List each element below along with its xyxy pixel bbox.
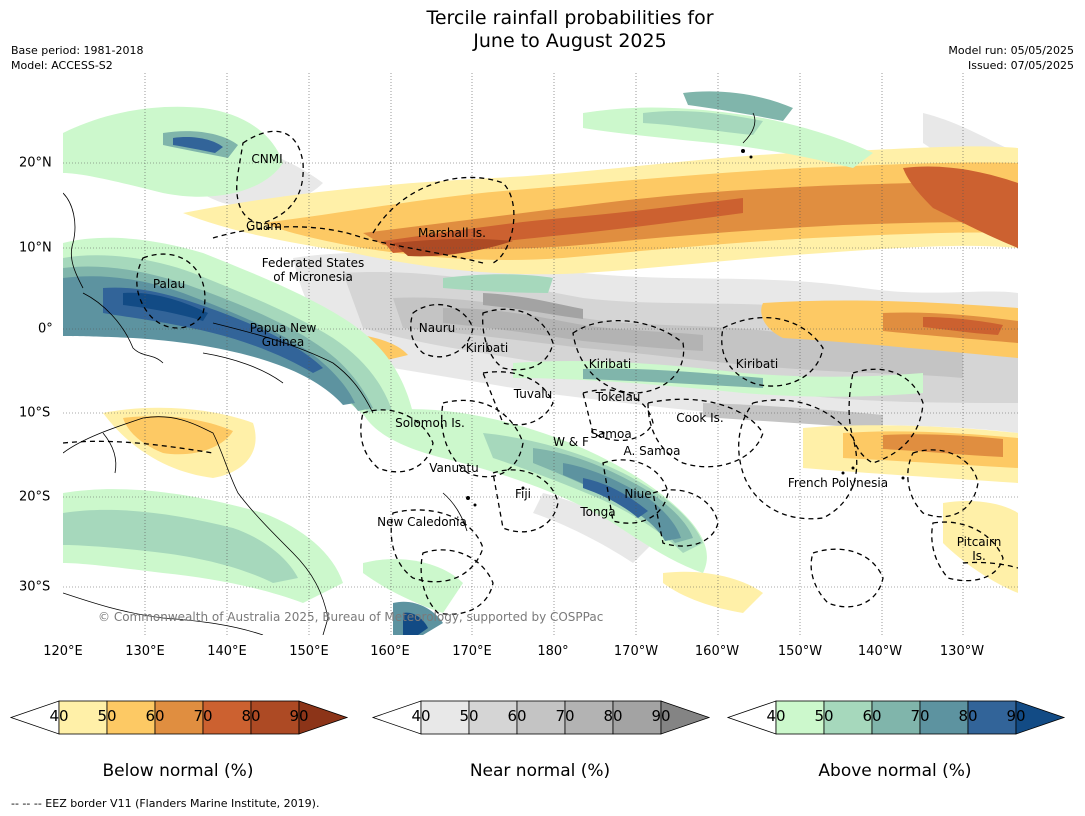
colorbars [9, 700, 1066, 735]
x-tick-150e: 150°E [289, 644, 329, 659]
issued-date: Issued: 07/05/2025 [967, 59, 1074, 72]
place-label-fiji: Fiji [514, 487, 532, 501]
y-tick-20s: 20°S [19, 489, 51, 505]
title-line-1: Tercile rainfall probabilities for [426, 7, 714, 29]
place-label-tuvalu: Tuvalu [513, 387, 553, 401]
colorbar-below-segment [106, 700, 156, 735]
cb-above-tick-90: 90 [1006, 707, 1026, 725]
x-tick-160w: 160°W [694, 644, 740, 659]
x-tick-170e: 170°E [452, 644, 492, 659]
x-tick-180: 180° [537, 644, 569, 659]
colorbar-below-over [298, 700, 349, 735]
x-tick-150w: 150°W [777, 644, 823, 659]
colorbar-near-segment [516, 700, 566, 735]
island-markers [466, 149, 905, 507]
colorbar-below-normal [9, 700, 349, 735]
place-label-fsm: Federated States of Micronesia [261, 256, 365, 284]
cb-below-tick-70: 70 [193, 707, 213, 725]
colorbar-below-segment [250, 700, 300, 735]
cb-below-tick-60: 60 [145, 707, 165, 725]
colorbar-below-segment [154, 700, 204, 735]
place-label-cnmi: CNMI [251, 152, 283, 166]
x-tick-130e: 130°E [125, 644, 165, 659]
place-label-tonga: Tonga [580, 505, 616, 519]
y-tick-0: 0° [38, 321, 53, 337]
y-tick-10s: 10°S [19, 405, 51, 421]
cb-above-tick-70: 70 [910, 707, 930, 725]
y-tick-20n: 20°N [19, 155, 52, 171]
coastlines [63, 112, 756, 635]
model-run: Model run: 05/05/2025 [948, 44, 1074, 57]
model-name: Model: ACCESS-S2 [11, 59, 113, 72]
copyright-notice: © Commonwealth of Australia 2025, Bureau… [98, 610, 604, 624]
colorbar-above-segment [775, 700, 825, 735]
place-label-marshall-is: Marshall Is. [418, 226, 486, 240]
colorbar-near-segment [468, 700, 518, 735]
place-label-kiribati-central: Kiribati [588, 357, 632, 371]
place-label-palau: Palau [152, 277, 186, 291]
colorbar-above-segment [919, 700, 969, 735]
colorbar-above-segment [823, 700, 873, 735]
place-label-vanuatu: Vanuatu [429, 461, 479, 475]
colorbar-near-label: Near normal (%) [469, 761, 611, 781]
x-tick-140w: 140°W [857, 644, 903, 659]
colorbar-near-normal [371, 700, 711, 735]
cb-below-tick-80: 80 [241, 707, 261, 725]
x-tick-160e: 160°E [370, 644, 410, 659]
colorbar-near-segment [420, 700, 470, 735]
cb-below-tick-40: 40 [49, 707, 69, 725]
place-label-niue: Niue [624, 487, 652, 501]
cb-near-tick-50: 50 [459, 707, 479, 725]
colorbar-below-segment [202, 700, 252, 735]
base-period: Base period: 1981-2018 [11, 44, 144, 57]
cb-near-tick-90: 90 [651, 707, 671, 725]
cb-below-tick-90: 90 [289, 707, 309, 725]
colorbar-above-normal [726, 700, 1066, 735]
forecast-map: CNMI Guam Marshall Is. Federated States o… [63, 73, 1018, 635]
place-label-a-samoa: A. Samoa [623, 444, 681, 458]
place-label-new-caledonia: New Caledonia [377, 515, 467, 529]
colorbar-below-label: Below normal (%) [102, 761, 254, 781]
cb-near-tick-80: 80 [603, 707, 623, 725]
y-tick-10n: 10°N [19, 240, 52, 256]
place-label-pitcairn-is: Pitcairn Is. [956, 535, 1002, 563]
cb-above-tick-40: 40 [766, 707, 786, 725]
place-label-cook-is: Cook Is. [676, 411, 724, 425]
place-label-kiribati-west: Kiribati [465, 341, 509, 355]
x-tick-170w: 170°W [613, 644, 659, 659]
x-tick-120e: 120°E [43, 644, 83, 659]
cb-near-tick-60: 60 [507, 707, 527, 725]
place-label-french-polynesia: French Polynesia [787, 476, 889, 490]
place-label-png: Papua New Guinea [249, 321, 317, 349]
colorbar-above-label: Above normal (%) [818, 761, 972, 781]
eez-footnote: -- -- -- EEZ border V11 (Flanders Marine… [11, 797, 320, 810]
cb-below-tick-50: 50 [97, 707, 117, 725]
cb-above-tick-50: 50 [814, 707, 834, 725]
place-label-samoa: Samoa [590, 427, 632, 441]
colorbar-below-segment [58, 700, 108, 735]
meta-right: Model run: 05/05/2025 Issued: 07/05/2025 [948, 43, 1074, 73]
map-canvas [63, 73, 1018, 635]
title-line-2: June to August 2025 [473, 30, 667, 52]
colorbar-above-over [1015, 700, 1066, 735]
place-label-kiribati-east: Kiribati [735, 357, 779, 371]
cb-above-tick-60: 60 [862, 707, 882, 725]
grid-lines [63, 73, 1018, 635]
place-label-tokelau: Tokelau [595, 390, 641, 404]
y-tick-30s: 30°S [19, 579, 51, 595]
cb-near-tick-40: 40 [411, 707, 431, 725]
colorbar-near-segment [564, 700, 614, 735]
cb-near-tick-70: 70 [555, 707, 575, 725]
place-label-solomon-is: Solomon Is. [395, 416, 465, 430]
place-label-w-and-f: W & F [553, 435, 589, 449]
colorbar-near-over [660, 700, 711, 735]
chart-title: Tercile rainfall probabilities for June … [0, 7, 1085, 53]
x-tick-130w: 130°W [939, 644, 985, 659]
cb-above-tick-80: 80 [958, 707, 978, 725]
meta-left: Base period: 1981-2018 Model: ACCESS-S2 [11, 43, 143, 73]
x-tick-140e: 140°E [207, 644, 247, 659]
eez-borders [63, 130, 1018, 615]
place-label-nauru: Nauru [418, 321, 456, 335]
place-label-guam: Guam [246, 219, 282, 233]
